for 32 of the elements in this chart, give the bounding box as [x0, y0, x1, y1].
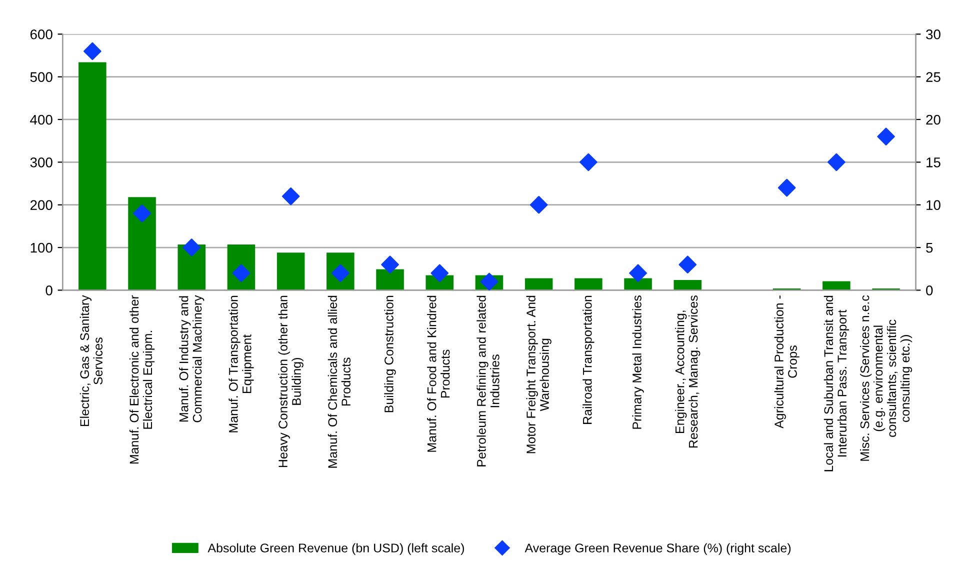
x-tick-label: Electric, Gas & Sanitary Services	[80, 295, 103, 426]
y-tick-label: 100	[30, 242, 52, 253]
y-tick-label: 400	[30, 114, 52, 125]
x-tick-label: Motor Freight Transport. And Warehousing	[526, 296, 552, 454]
y-tick-label: 500	[30, 72, 52, 82]
x-tick-label: Railroad Transportation	[582, 296, 594, 424]
y-tick-label: 300	[30, 158, 52, 168]
y2-tick-label: 5	[926, 242, 933, 253]
x-tick-label: Manuf. Of Chemicals and allied Products	[328, 296, 351, 468]
x-tick-label: Manuf. Of Transportation Equipment	[228, 296, 254, 432]
y2-tick-label: 15	[926, 158, 940, 168]
x-tick-label: Building Construction	[384, 296, 396, 412]
x-tick-label: Manuf. Of Industry and Commercial Machinery	[179, 295, 204, 422]
y-tick-label: 200	[30, 200, 52, 210]
legend-label: Average Green Revenue Share (%) (right scale)	[524, 543, 791, 555]
y2-tick-label: 10	[926, 200, 940, 210]
y2-tick-label: 30	[926, 29, 940, 40]
x-tick-label: Manuf. Of Electronic and other Electrical Equipm.	[129, 295, 155, 464]
y-tick-label: 0	[46, 286, 52, 296]
x-tick-label: Misc. Services (Services n.e.c (e.g. environmental consultants, scientific consulting etc.))	[860, 295, 912, 461]
x-tick-label: Manuf. Of Food and Kindred Products	[427, 296, 450, 452]
x-tick-label: Local and Suburban Transit and Interurban Pass. Transport	[824, 296, 849, 472]
legend-label: Absolute Green Revenue (bn USD) (left scale)	[208, 543, 464, 555]
x-tick-label: Engineer., Accounting, Research, Manag. Services	[675, 295, 700, 448]
x-tick-label: Agricultural Production - Crops	[774, 296, 800, 428]
x-tick-label: Primary Metal Industries	[632, 295, 644, 429]
y2-tick-label: 25	[926, 72, 940, 82]
y-tick-label: 600	[30, 29, 52, 40]
y2-tick-label: 0	[926, 286, 933, 296]
y2-tick-label: 20	[926, 114, 940, 125]
x-tick-label: Petroleum Refining and related Industries	[476, 296, 500, 466]
x-tick-label: Heavy Construction (other than Building)	[278, 296, 304, 468]
